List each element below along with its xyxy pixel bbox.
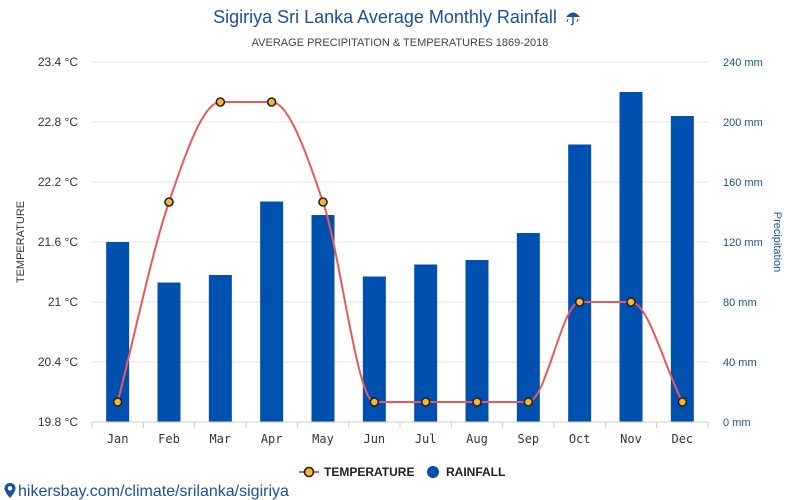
y-tick-right-label: 120 mm bbox=[723, 237, 763, 249]
x-axis-ticks: Jan Feb Mar Apr May Jun Jul Aug Sep Oct Nov Dec bbox=[107, 432, 693, 446]
x-tick-label: Nov bbox=[620, 432, 642, 446]
rainfall-bar[interactable] bbox=[414, 264, 438, 423]
legend: TEMPERATURE RAINFALL bbox=[299, 465, 505, 479]
y-tick-right-label: 240 mm bbox=[723, 57, 763, 69]
y-axis-left-ticks: 19.8 °C 20.4 °C 21 °C 21.6 °C 22.2 °C 22.8 °C… bbox=[38, 55, 78, 429]
x-tick-label: Mar bbox=[209, 432, 231, 446]
temperature-point[interactable] bbox=[574, 297, 585, 307]
x-tick-label: May bbox=[312, 432, 334, 446]
grid bbox=[92, 61, 708, 423]
y-axis-right-ticks: 0 mm 40 mm 80 mm 120 mm 160 mm 200 mm 240 mm bbox=[723, 57, 763, 429]
temperature-point[interactable] bbox=[626, 297, 636, 307]
y-axis-left-label: TEMPERATURE bbox=[15, 201, 27, 283]
rainfall-bar[interactable] bbox=[311, 215, 335, 422]
x-axis-tick-marks bbox=[91, 422, 709, 428]
y-tick-right-label: 80 mm bbox=[723, 297, 757, 309]
temperature-point[interactable] bbox=[215, 97, 226, 107]
temperature-point[interactable] bbox=[420, 397, 431, 407]
temperature-line bbox=[116, 101, 684, 403]
x-tick-label: Jul bbox=[415, 432, 437, 446]
x-tick-label: Apr bbox=[261, 432, 283, 446]
rainfall-bar[interactable] bbox=[106, 242, 130, 422]
rainfall-bar[interactable] bbox=[260, 201, 284, 423]
y-tick-left-label: 19.8 °C bbox=[38, 415, 78, 429]
temperature-points bbox=[112, 97, 688, 407]
y-tick-left-label: 23.4 °C bbox=[38, 55, 78, 69]
x-tick-label: Feb bbox=[158, 432, 180, 446]
x-tick-label: Jun bbox=[363, 432, 385, 446]
rainfall-bar[interactable] bbox=[619, 92, 643, 422]
temperature-point[interactable] bbox=[266, 97, 277, 107]
temperature-point[interactable] bbox=[164, 197, 174, 207]
rainfall-bars bbox=[106, 92, 694, 422]
legend-item-rainfall[interactable]: RAINFALL bbox=[427, 465, 505, 479]
temperature-point[interactable] bbox=[523, 397, 534, 407]
y-tick-right-label: 200 mm bbox=[723, 117, 763, 129]
legend-rainfall-swatch bbox=[427, 466, 439, 478]
rainfall-bar[interactable] bbox=[362, 276, 386, 423]
y-tick-left-label: 22.8 °C bbox=[38, 115, 78, 129]
legend-rainfall-label: RAINFALL bbox=[446, 465, 505, 479]
y-axis-right-label: Precipitation bbox=[771, 212, 783, 273]
rainfall-bar[interactable] bbox=[208, 275, 232, 422]
x-tick-label: Dec bbox=[671, 432, 693, 446]
temperature-point[interactable] bbox=[472, 397, 482, 407]
temperature-point[interactable] bbox=[318, 197, 328, 207]
x-tick-label: Aug bbox=[466, 432, 488, 446]
temperature-point[interactable] bbox=[677, 397, 688, 407]
y-tick-left-label: 21 °C bbox=[48, 295, 78, 309]
legend-temperature-label: TEMPERATURE bbox=[324, 465, 414, 479]
x-tick-label: Jan bbox=[107, 432, 129, 446]
chart-title: Sigiriya Sri Lanka Average Monthly Rainf… bbox=[213, 7, 557, 27]
rainfall-bar[interactable] bbox=[465, 260, 489, 422]
x-tick-label: Sep bbox=[517, 432, 539, 446]
umbrella-rain-icon bbox=[566, 12, 580, 26]
legend-temperature-swatch-point bbox=[303, 466, 315, 478]
location-pin-icon bbox=[4, 483, 16, 498]
y-tick-left-label: 21.6 °C bbox=[38, 235, 78, 249]
legend-item-temperature[interactable]: TEMPERATURE bbox=[299, 465, 414, 479]
y-tick-left-label: 20.4 °C bbox=[38, 355, 78, 369]
y-tick-right-label: 0 mm bbox=[723, 417, 751, 429]
y-tick-right-label: 160 mm bbox=[723, 177, 763, 189]
y-tick-right-label: 40 mm bbox=[723, 357, 757, 369]
x-tick-label: Oct bbox=[569, 432, 591, 446]
y-tick-left-label: 22.2 °C bbox=[38, 175, 78, 189]
rainfall-bar[interactable] bbox=[568, 144, 592, 423]
chart-subtitle: AVERAGE PRECIPITATION & TEMPERATURES 186… bbox=[252, 37, 549, 49]
rainfall-bar[interactable] bbox=[516, 233, 540, 422]
temperature-point[interactable] bbox=[369, 397, 380, 407]
source-link[interactable]: hikersbay.com/climate/srilanka/sigiriya bbox=[18, 483, 289, 500]
rainfall-bar[interactable] bbox=[157, 282, 181, 423]
temperature-point[interactable] bbox=[112, 397, 123, 407]
rainfall-bar[interactable] bbox=[670, 116, 694, 422]
